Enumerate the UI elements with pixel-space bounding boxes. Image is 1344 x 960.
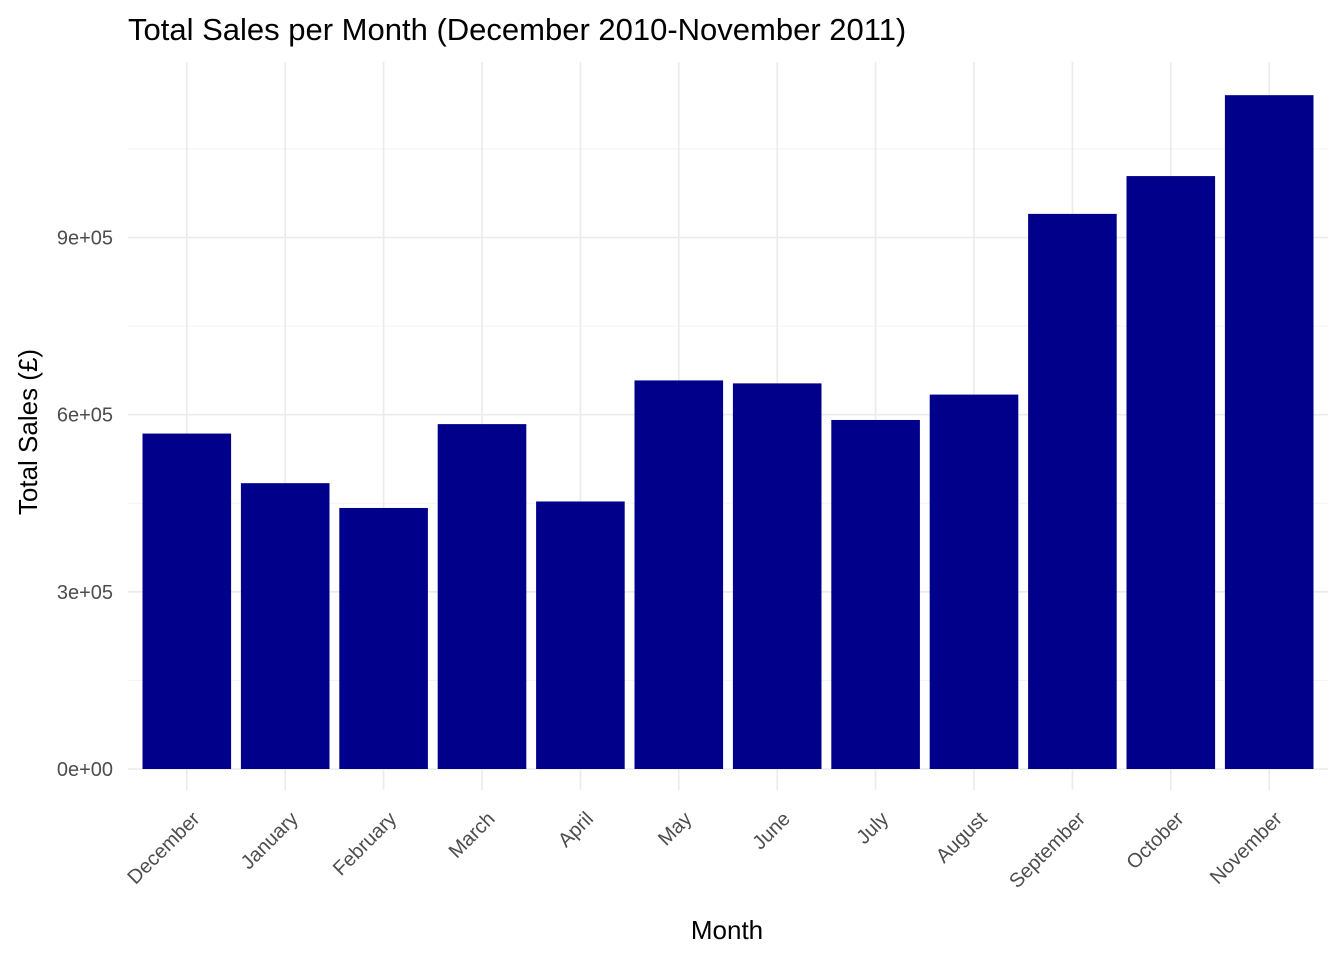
bars — [142, 95, 1314, 770]
bar-september — [1028, 213, 1117, 769]
bar-august — [929, 394, 1019, 769]
x-tick-label-september: September — [1005, 808, 1090, 893]
y-axis-title: Total Sales (£) — [13, 349, 43, 515]
bar-november — [1224, 95, 1314, 770]
y-tick-label-0: 0e+00 — [57, 759, 113, 781]
y-tick-label-2: 6e+05 — [57, 405, 113, 427]
bar-july — [831, 419, 920, 769]
bar-may — [634, 380, 724, 769]
bar-february — [339, 507, 428, 769]
x-tick-label-february: February — [329, 808, 401, 880]
bar-june — [732, 383, 822, 769]
chart-title: Total Sales per Month (December 2010-Nov… — [128, 12, 906, 47]
x-tick-label-may: May — [654, 808, 696, 850]
x-tick-label-january: January — [237, 808, 303, 874]
x-tick-label-november: November — [1206, 808, 1287, 889]
x-tick-label-august: August — [932, 808, 992, 868]
y-tick-label-1: 3e+05 — [57, 582, 113, 604]
bar-march — [437, 424, 527, 769]
y-tick-label-3: 9e+05 — [57, 228, 113, 250]
bar-december — [142, 433, 232, 769]
bar-april — [536, 501, 625, 769]
bar-january — [240, 483, 330, 769]
bar-october — [1126, 176, 1216, 770]
x-axis-title: Month — [691, 915, 763, 945]
y-tick-labels: 0e+00 3e+05 6e+05 9e+05 — [57, 228, 113, 782]
x-tick-label-december: December — [124, 808, 205, 889]
x-tick-label-october: October — [1122, 808, 1188, 874]
x-tick-label-march: March — [445, 808, 500, 863]
x-tick-label-april: April — [554, 808, 598, 852]
x-tick-label-june: June — [749, 808, 795, 854]
x-tick-label-july: July — [852, 808, 893, 849]
x-tick-labels: December January February March April May June… — [124, 808, 1287, 893]
